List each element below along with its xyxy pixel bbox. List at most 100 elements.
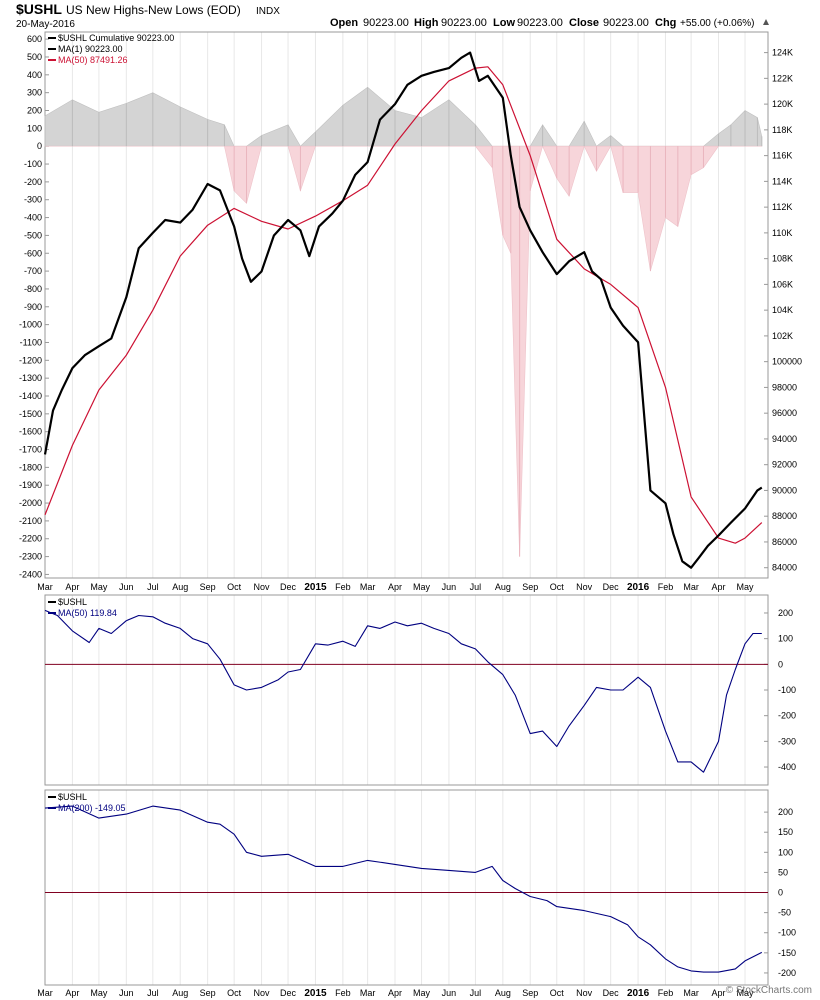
left-axis-label: -2400 xyxy=(19,569,42,579)
time-axis-label: 2016 xyxy=(627,988,650,999)
time-axis-label: Feb xyxy=(658,988,674,998)
right-axis-label: 90000 xyxy=(772,485,797,495)
ma50-oscillator-line xyxy=(44,609,762,773)
legend-label: $USHL xyxy=(58,792,87,802)
right-axis-label: 104K xyxy=(772,305,793,315)
right-axis-label: 0 xyxy=(778,659,783,669)
right-axis-label: 100 xyxy=(778,634,793,644)
right-axis-label: 98000 xyxy=(772,382,797,392)
left-axis-label: -2000 xyxy=(19,498,42,508)
ma200-panel: 200 150 100 50 0 -50 -100 -150 -200 $USHLMA(200) … xyxy=(44,789,796,986)
chart-header: $USHL US New Highs-New Lows (EOD) INDX 2… xyxy=(16,1,769,30)
time-axis-label: Feb xyxy=(335,582,351,592)
right-axis-label: 92000 xyxy=(772,460,797,470)
right-axis-label: -50 xyxy=(778,908,791,918)
legend-label: MA(200) -149.05 xyxy=(58,803,126,813)
time-axis-label: Dec xyxy=(603,988,620,998)
time-axis-label: Jun xyxy=(442,582,457,592)
symbol-name: US New Highs-New Lows (EOD) xyxy=(66,3,241,17)
high-value: 90223.00 xyxy=(441,17,487,29)
time-axis-label: Jul xyxy=(470,582,482,592)
time-axis-label: Feb xyxy=(658,582,674,592)
open-label: Open xyxy=(330,17,358,29)
time-axis-label: Mar xyxy=(683,988,699,998)
time-axis-label: Apr xyxy=(388,988,402,998)
right-axis-label: 50 xyxy=(778,867,788,877)
left-axis-label: 500 xyxy=(27,52,42,62)
ma50-line xyxy=(44,66,763,544)
cumulative-line xyxy=(43,51,763,569)
right-axis-label: 118K xyxy=(772,125,792,135)
time-axis-label: Oct xyxy=(227,582,242,592)
right-axis-label: 116K xyxy=(772,151,792,161)
right-axis-label: 150 xyxy=(778,827,793,837)
legend-label: $USHL xyxy=(58,597,87,607)
right-axis-label: 100000 xyxy=(772,357,802,367)
right-axis-label: 200 xyxy=(778,807,793,817)
time-axes: Mar Apr May Jun Jul Aug Sep Oct Nov Dec 2015 Feb Mar… xyxy=(37,582,754,999)
time-axis-label: Mar xyxy=(683,582,699,592)
left-axis-label: 200 xyxy=(27,106,42,116)
left-axis-label: -300 xyxy=(24,195,42,205)
left-axis-label: -800 xyxy=(24,284,42,294)
left-axis-label: 0 xyxy=(37,141,42,151)
close-value: 90223.00 xyxy=(603,17,649,29)
time-axis-label: Nov xyxy=(576,988,593,998)
left-axis-label: 100 xyxy=(27,123,42,133)
low-label: Low xyxy=(493,17,515,29)
right-axis-label: -200 xyxy=(778,711,796,721)
time-axis-label: May xyxy=(413,988,431,998)
time-axis-label: Aug xyxy=(172,988,188,998)
right-axis-label: -100 xyxy=(778,928,796,938)
left-axis-label: 400 xyxy=(27,70,42,80)
time-axis-label: Apr xyxy=(711,988,725,998)
left-axis-label: -1300 xyxy=(19,373,42,383)
chg-value: +55.00 (+0.06%) xyxy=(680,18,755,29)
left-axis-label: -1500 xyxy=(19,409,42,419)
right-axis-label: -300 xyxy=(778,736,796,746)
right-axis-label: 110K xyxy=(772,228,792,238)
time-axis-label: May xyxy=(90,582,108,592)
time-axis-label: 2015 xyxy=(304,582,327,593)
time-axis-label: Jun xyxy=(119,988,134,998)
time-axis-label: Jul xyxy=(147,582,159,592)
right-axis-label: -200 xyxy=(778,968,796,978)
histogram-negative xyxy=(44,145,763,557)
time-axis-label: Oct xyxy=(550,582,565,592)
time-axis-label: Oct xyxy=(227,988,242,998)
time-axis-label: Aug xyxy=(495,988,511,998)
right-axis-label: 120K xyxy=(772,99,793,109)
time-axis-label: Dec xyxy=(280,988,297,998)
time-axis-label: Jul xyxy=(147,988,159,998)
left-axis-label: -1800 xyxy=(19,462,42,472)
left-axis-label: -2200 xyxy=(19,534,42,544)
time-axis-label: May xyxy=(413,582,431,592)
left-axis-label: -1000 xyxy=(19,320,42,330)
time-axis-label: Nov xyxy=(576,582,593,592)
time-axis-label: Dec xyxy=(280,582,297,592)
left-axis-label: -400 xyxy=(24,213,42,223)
time-axis-label: May xyxy=(737,988,755,998)
right-axis-label: 100 xyxy=(778,847,793,857)
right-axis-label: -400 xyxy=(778,762,796,772)
exchange-tag: INDX xyxy=(256,6,280,17)
left-axis-label: -1700 xyxy=(19,445,42,455)
time-axis-label: Nov xyxy=(254,988,271,998)
time-axis-label: Mar xyxy=(360,582,376,592)
time-axis-label: Mar xyxy=(37,582,53,592)
time-axis-label: Sep xyxy=(522,988,538,998)
time-axis-label: Sep xyxy=(522,582,538,592)
left-axis-label: -1600 xyxy=(19,427,42,437)
time-axis-label: Feb xyxy=(335,988,351,998)
panel-frame xyxy=(44,31,769,579)
right-axis-label: 88000 xyxy=(772,511,797,521)
right-axis-label: -150 xyxy=(778,948,796,958)
time-axis-label: Jul xyxy=(470,988,482,998)
left-axis-label: -1100 xyxy=(20,337,42,347)
left-axis-label: -100 xyxy=(24,159,42,169)
right-axis-label: 96000 xyxy=(772,408,797,418)
time-axis-label: Mar xyxy=(360,988,376,998)
time-axis-label: May xyxy=(90,988,108,998)
left-axis-label: -600 xyxy=(24,248,42,258)
